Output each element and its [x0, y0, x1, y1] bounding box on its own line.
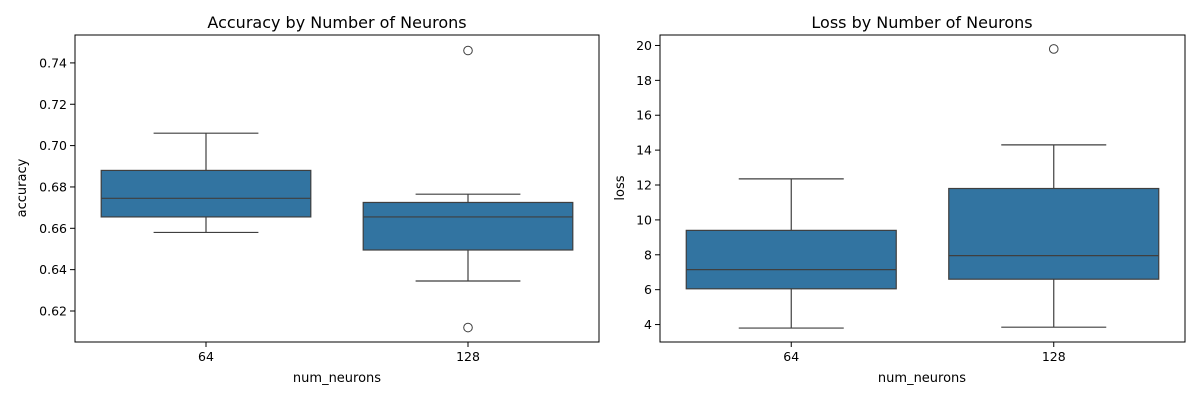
accuracy-x-axis-label: num_neurons: [293, 371, 381, 386]
loss-y-tick-label: 8: [644, 247, 652, 262]
accuracy-x-tick-label: 64: [198, 349, 214, 364]
accuracy-y-tick-label: 0.74: [39, 55, 67, 70]
accuracy-outlier-point: [463, 45, 473, 56]
accuracy-y-tick-label: 0.70: [39, 138, 67, 153]
accuracy-y-tick-label: 0.66: [39, 221, 67, 236]
loss-x-axis-label: num_neurons: [878, 371, 966, 386]
accuracy-y-tick-label: 0.72: [39, 97, 67, 112]
loss-box-128: [948, 187, 1160, 280]
accuracy-outlier-point: [463, 322, 473, 333]
accuracy-plot-frame: [74, 34, 600, 343]
accuracy-y-tick-label: 0.62: [39, 303, 67, 318]
accuracy-y-axis-label: accuracy: [15, 158, 30, 217]
accuracy-panel: Accuracy by Number of Neurons num_neuron…: [15, 13, 600, 386]
accuracy-plot-marks: 0.62 0.64 0.66 0.68 0.70 0.72 0.74 64 128: [39, 45, 574, 364]
loss-y-tick-label: 6: [644, 282, 652, 297]
loss-y-axis-label: loss: [613, 175, 628, 200]
loss-x-tick-label: 128: [1042, 349, 1066, 364]
loss-y-tick-label: 12: [636, 178, 652, 193]
loss-outlier-point: [1048, 44, 1059, 54]
accuracy-box-64: [100, 169, 312, 218]
loss-panel: Loss by Number of Neurons num_neurons lo…: [613, 13, 1186, 386]
loss-chart-title: Loss by Number of Neurons: [811, 13, 1032, 32]
loss-plot-frame: [659, 34, 1186, 343]
loss-y-tick-label: 16: [636, 108, 652, 123]
loss-y-tick-label: 4: [644, 317, 652, 332]
loss-y-tick-label: 20: [636, 38, 652, 53]
loss-box-64: [685, 229, 897, 290]
loss-y-tick-label: 18: [636, 73, 652, 88]
loss-x-tick-label: 64: [783, 349, 799, 364]
accuracy-x-tick-label: 128: [456, 349, 480, 364]
accuracy-box-128: [362, 201, 574, 251]
accuracy-chart-title: Accuracy by Number of Neurons: [207, 13, 466, 32]
loss-y-tick-label: 14: [636, 143, 652, 158]
loss-y-tick-label: 10: [636, 212, 652, 227]
loss-plot-marks: 4 6 8 10 12 14 16 18 20 64 128: [636, 38, 1160, 364]
accuracy-y-tick-label: 0.64: [39, 262, 67, 277]
accuracy-y-tick-label: 0.68: [39, 179, 67, 194]
